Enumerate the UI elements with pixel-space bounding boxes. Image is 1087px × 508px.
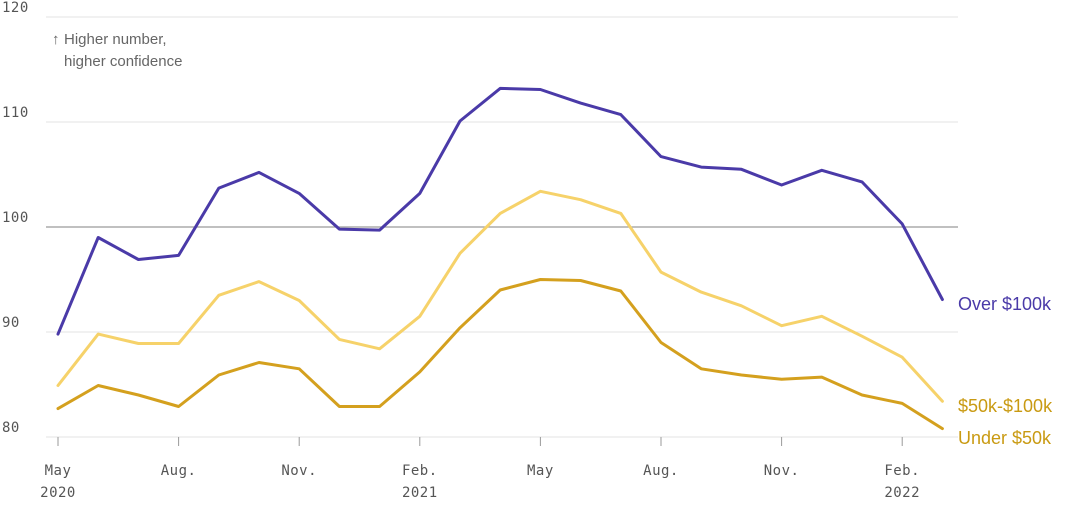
- x-tick-label: Nov.: [281, 463, 317, 479]
- x-tick-label: Nov.: [764, 463, 800, 479]
- series-label-1: $50k-$100k: [958, 396, 1053, 416]
- x-tick-year-label: 2021: [402, 485, 438, 501]
- annotation-line-1: Higher number,: [64, 31, 167, 48]
- x-tick-label: Feb.: [884, 463, 920, 479]
- y-tick-label: 90: [2, 315, 20, 331]
- series-label-0: Over $100k: [958, 294, 1052, 314]
- series-label-2: Under $50k: [958, 428, 1052, 448]
- annotation: ↑ Higher number, higher confidence: [52, 31, 182, 70]
- gridlines: [46, 16, 958, 438]
- y-axis: 80 90 100 110 120: [2, 0, 29, 436]
- x-tick-label: Aug.: [161, 463, 197, 479]
- x-axis: May 2020 Aug. Nov. Feb. 2021 May Aug. Nov. Feb. 20…: [40, 437, 920, 501]
- x-tick-label: Feb.: [402, 463, 438, 479]
- y-tick-label: 80: [2, 420, 20, 436]
- series-line-1: [56, 189, 944, 403]
- series-labels: Over $100k $50k-$100k Under $50k: [958, 294, 1053, 448]
- series-lines: [56, 86, 944, 431]
- y-tick-label: 100: [2, 210, 29, 226]
- y-tick-label: 120: [2, 0, 29, 16]
- x-tick-year-label: 2020: [40, 485, 76, 501]
- annotation-arrow: ↑: [52, 31, 60, 48]
- x-tick-label: May: [527, 463, 554, 479]
- x-tick-label: Aug.: [643, 463, 679, 479]
- x-tick-label: May: [45, 463, 72, 479]
- annotation-line-2: higher confidence: [64, 53, 182, 70]
- y-tick-label: 110: [2, 105, 29, 121]
- series-line-0: [56, 86, 944, 336]
- series-line-2: [56, 278, 944, 431]
- x-tick-year-label: 2022: [884, 485, 920, 501]
